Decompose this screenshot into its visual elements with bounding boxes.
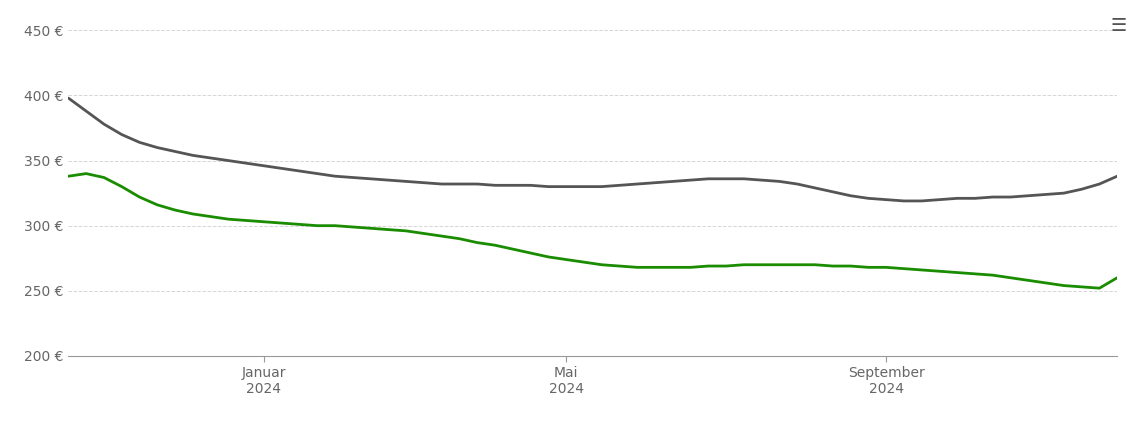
Sackware <box>328 174 342 179</box>
lose Ware <box>738 262 751 267</box>
lose Ware <box>417 231 431 236</box>
lose Ware <box>80 171 93 176</box>
Line: Sackware: Sackware <box>68 98 1117 201</box>
Line: lose Ware: lose Ware <box>68 174 1117 288</box>
Sackware <box>364 176 377 181</box>
lose Ware <box>1092 286 1106 291</box>
Sackware <box>417 180 431 185</box>
Sackware <box>1110 174 1124 179</box>
lose Ware <box>62 174 75 179</box>
Sackware <box>897 198 911 204</box>
Sackware <box>62 95 75 101</box>
Sackware <box>239 161 253 166</box>
Sackware <box>719 176 733 181</box>
Sackware <box>399 179 413 184</box>
lose Ware <box>1110 275 1124 280</box>
lose Ware <box>382 227 396 232</box>
lose Ware <box>258 219 271 224</box>
Text: ☰: ☰ <box>1110 17 1126 35</box>
lose Ware <box>345 224 359 230</box>
lose Ware <box>434 233 448 239</box>
